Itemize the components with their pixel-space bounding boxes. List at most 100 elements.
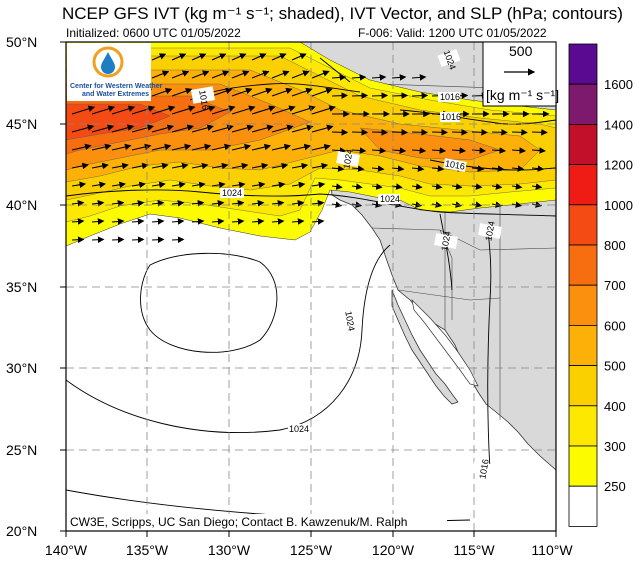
colorbar-label: 1000 [604,198,633,213]
ivt-vector-arrow [271,124,294,133]
ivt-vector-arrow [291,53,307,61]
ivt-vector-arrow [311,200,325,207]
logo-text-line2: and Water Extremes [82,91,149,98]
colorbar-swatch [568,284,598,326]
ivt-vector-arrow [191,53,207,61]
ivt-vector-arrow [331,92,349,99]
colorbar-label: 400 [604,399,626,414]
ivt-vector-arrow [271,105,296,115]
ivt-vector-arrow [231,53,247,61]
ivt-vector-arrow [91,236,105,244]
ivt-vector-arrow [91,143,112,151]
colorbar-swatch [568,43,598,85]
lon-label-130w: 130°W [208,542,251,558]
ivt-vector-arrow [371,129,389,136]
ivt-vector-arrow [371,165,385,172]
ivt-vector-arrow [211,162,229,170]
ivt-vector-arrow [291,181,306,189]
ivt-vector-arrow [91,218,105,225]
slp-label-1024-coast: 1024 [222,188,242,198]
ivt-vector-arrow [351,183,363,190]
ivt-vector-arrow [91,181,107,189]
ivt-vector-arrow [391,147,407,154]
ivt-vector-arrow [231,70,250,79]
ivt-vector-arrow [271,181,286,189]
ivt-vector-arrow [171,53,187,61]
colorbar-label: 250 [604,479,626,494]
ivt-vector-arrow [191,124,214,133]
ivt-vector-arrow [251,181,266,189]
ivt-vector-arrow [251,53,267,61]
ivt-vector-arrow [471,165,485,172]
ivt-vector-arrow [231,124,254,133]
slp-label-1016-plains: 1016 [444,158,465,171]
lat-label-40n: 40°N [6,197,37,213]
ivt-vector-arrow [311,87,333,97]
ivt-vector-arrow [71,181,87,189]
pacific-coast-south [458,402,556,531]
ivt-vector-arrow [211,143,232,151]
ivt-vector-arrow [71,162,89,170]
ivt-vector-arrow [211,53,227,61]
ivt-vector-arrow [151,236,165,244]
ivt-vector-arrow [71,143,92,151]
ivt-vector-arrow [111,162,129,170]
ivt-vector-arrow [331,74,347,81]
ivt-vector-arrow [331,183,343,190]
ivt-vector-arrow [71,218,85,225]
reference-vector-units: [kg m⁻¹ s⁻¹] [486,87,559,103]
ivt-vector-arrow [431,147,447,154]
ivt-vector-arrow [491,129,508,136]
colorbar-swatch [568,124,598,166]
ivt-vector-arrow [251,200,265,207]
ivt-vector-arrow [271,200,285,207]
ivt-vector-arrow [491,147,507,154]
ivt-vector-arrow [171,218,185,225]
ivt-vector-arrow [131,181,146,189]
ivt-vector-arrow [471,183,483,190]
ivt-vector-arrow [351,147,367,154]
ivt-vector-arrow [331,165,345,172]
lon-label-125w: 125°W [290,542,333,558]
ivt-vector-arrow [171,162,189,170]
ivt-vector-arrow [231,181,246,189]
ivt-vector-arrow [131,200,145,207]
reference-vector-box: 500 [kg m⁻¹ s⁻¹] [482,41,559,107]
ivt-vector-arrow [271,162,289,170]
colorbar-label: 600 [604,318,626,333]
ivt-vector-arrow [391,92,409,99]
lat-label-25n: 25°N [6,442,37,458]
ivt-vector-arrow [291,87,313,97]
ivt-vector-arrow [291,124,314,133]
ivt-vector-arrow [291,143,311,151]
ivt-vector-arrow [151,143,172,151]
ivt-vector-arrow [311,124,334,133]
ivt-vector-arrow [151,87,173,97]
ivt-vector-arrow [491,165,505,172]
ivt-vector-arrow [511,165,525,172]
lat-label-30n: 30°N [6,360,37,376]
colorbar-label: 1400 [604,117,633,132]
ivt-vector-arrow [311,162,329,170]
ivt-vector-arrow [431,183,443,190]
ivt-vector-arrow [251,105,276,115]
colorbar-label: 700 [604,278,626,293]
ivt-vector-arrow [131,124,155,133]
lon-label-135w: 135°W [126,542,169,558]
ivt-vector-arrow [271,218,285,225]
ivt-vector-arrow [151,53,167,61]
ivt-vector-arrow [311,143,331,151]
ivt-vector-arrow [111,236,125,244]
ivt-vector-arrow [411,147,427,154]
colorbar-swatch [568,204,598,246]
lat-label-20n: 20°N [6,523,37,539]
ivt-vector-arrow [451,147,467,154]
water-drop-logo-icon [92,46,124,78]
ivt-vector-arrow [111,105,136,115]
ivt-vector-arrow [411,74,427,81]
ivt-vector-arrow [91,200,105,207]
ivt-vector-arrow [511,129,528,136]
colorbar-swatch [568,164,598,206]
slp-label-1016-east: 1016 [441,112,461,122]
colorbar-label: 1200 [604,158,633,173]
